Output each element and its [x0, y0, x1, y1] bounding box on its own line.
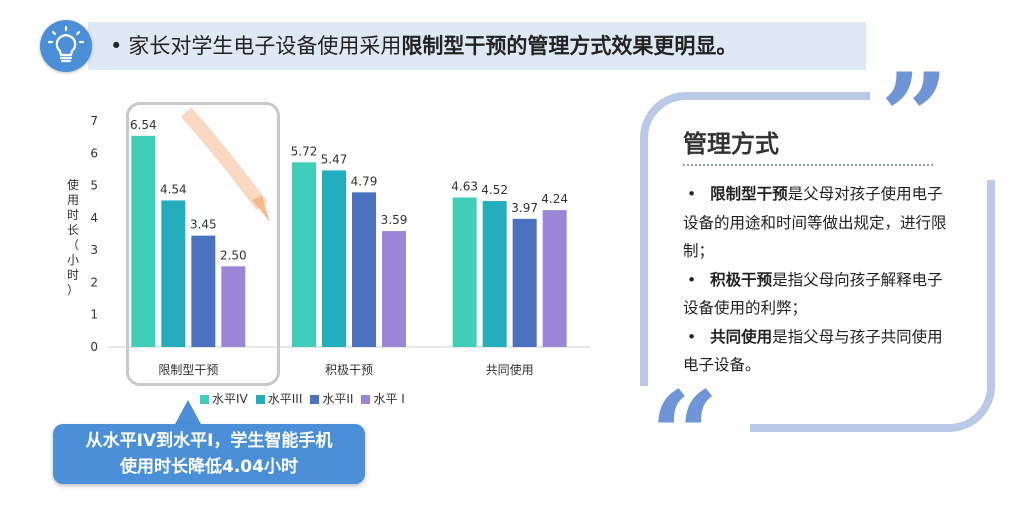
panel-divider: [683, 164, 933, 166]
close-quote-icon: ”: [880, 47, 950, 188]
legend-label: 水平IV: [212, 392, 248, 406]
trend-arrow: [180, 107, 268, 211]
data-label: 4.54: [160, 182, 187, 196]
legend-swatch: [310, 395, 320, 404]
y-axis-label-char: 时: [66, 268, 79, 282]
list-item: • 积极干预是指父母向孩子解释电子设备使用的利弊；: [683, 270, 943, 318]
callout-pointer: [174, 400, 202, 426]
frame-gap-top: [870, 80, 1010, 180]
data-label: 5.47: [321, 152, 348, 166]
legend-item: 水平IV: [200, 390, 248, 407]
data-label: 4.52: [481, 183, 508, 197]
bar: [482, 201, 507, 347]
data-label: 4.24: [541, 192, 568, 206]
bar: [542, 210, 567, 347]
page-headline: • 家长对学生电子设备使用采用限制型干预的管理方式效果更明显。: [110, 30, 737, 60]
data-label: 2.50: [220, 248, 247, 262]
highlight-box: [126, 102, 280, 386]
data-label: 3.97: [511, 201, 538, 215]
bar: [512, 218, 537, 347]
panel-title: 管理方式: [683, 130, 779, 158]
open-quote-icon: “: [650, 365, 720, 506]
panel-frame: [640, 92, 995, 432]
category-label: 共同使用: [486, 362, 534, 377]
y-axis-label-char: 使: [66, 178, 79, 192]
y-axis-label-char: ）: [66, 283, 79, 297]
y-axis-label-char: 长: [66, 223, 79, 237]
panel-list: • 限制型干预是父母对孩子使用电子设备的用途和时间等做出规定，进行限制； • 积极干…: [683, 180, 951, 380]
bar: [382, 231, 406, 347]
y-tick-label: 5: [90, 179, 98, 193]
legend-swatch: [361, 395, 371, 404]
y-axis-label-char: 时: [66, 208, 79, 222]
data-label: 4.63: [451, 180, 478, 194]
y-tick-label: 4: [90, 211, 98, 225]
data-label: 4.79: [351, 174, 378, 188]
y-axis-label: 使用时长（小时）: [66, 178, 80, 298]
headline-emphasis: 限制型干预的管理方式效果更明显。: [401, 34, 738, 58]
term-restrictive: 限制型干预: [710, 185, 788, 203]
bar: [322, 170, 346, 347]
callout-line1: 从水平IV到水平I，学生智能手机: [85, 431, 333, 451]
bar: [221, 266, 246, 347]
chart-legend: 水平IV 水平III 水平II 水平 I: [200, 390, 413, 407]
y-tick-label: 7: [90, 114, 98, 128]
y-tick-label: 3: [90, 243, 98, 257]
term-active: 积极干预: [710, 270, 773, 289]
legend-swatch: [255, 395, 265, 404]
legend-label: 水平 I: [373, 392, 405, 406]
data-label: 5.72: [291, 144, 318, 158]
callout-line2: 使用时长降低4.04小时: [120, 457, 298, 477]
bar: [161, 200, 186, 347]
lightbulb-icon: [40, 20, 92, 72]
bar: [352, 192, 376, 347]
y-tick-label: 2: [90, 275, 98, 289]
bar: [191, 235, 216, 347]
list-item: • 共同使用是指父母与孩子共同使用电子设备。: [683, 327, 943, 375]
bar: [292, 162, 316, 347]
trend-arrow-head: [252, 196, 270, 222]
bar-chart: 0 1 2 3 4 5 6 7 6.54 4.54 3.45 2.50 限制型干预 5.725.474.7…: [90, 107, 590, 377]
legend-item: 水平 I: [361, 390, 405, 407]
data-label: 6.54: [130, 118, 157, 132]
y-axis-label-char: （: [66, 238, 79, 252]
callout-box: 从水平IV到水平I，学生智能手机 使用时长降低4.04小时: [53, 424, 365, 484]
data-label: 3.45: [190, 218, 217, 232]
header-band: [88, 22, 866, 70]
headline-prefix: 家长对学生电子设备使用采用: [128, 34, 402, 58]
bar: [131, 135, 156, 347]
y-axis-label-char: 小: [66, 253, 79, 267]
data-label: 3.59: [381, 213, 408, 227]
frame-gap-bottom: [630, 386, 750, 486]
y-tick-label: 1: [90, 308, 98, 322]
term-co-use: 共同使用: [710, 327, 773, 346]
list-item: • 限制型干预是父母对孩子使用电子设备的用途和时间等做出规定，进行限制；: [683, 185, 947, 260]
y-tick-label: 6: [90, 146, 98, 160]
category-label: 限制型干预: [158, 363, 218, 377]
y-tick-label: 0: [90, 340, 98, 354]
legend-label: 水平II: [322, 392, 354, 406]
legend-swatch: [200, 395, 209, 404]
bar: [452, 197, 477, 347]
category-label: 积极干预: [325, 363, 373, 377]
y-axis-label-char: 用: [66, 193, 79, 207]
headline-bullet: •: [110, 34, 123, 58]
legend-item: 水平III: [255, 390, 303, 407]
legend-item: 水平II: [310, 390, 353, 407]
legend-label: 水平III: [267, 392, 303, 406]
